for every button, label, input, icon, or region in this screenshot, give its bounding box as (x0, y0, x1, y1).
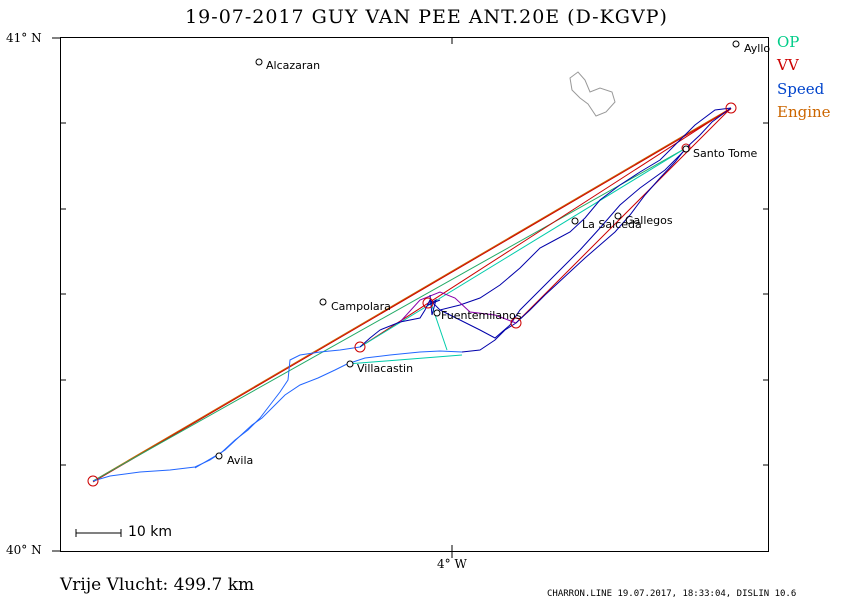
place-avila: Avila (227, 454, 254, 467)
place-gallegos: Gallegos (625, 214, 673, 227)
scale-label: 10 km (128, 524, 173, 540)
latitude-label-bottom: 40° N (6, 543, 42, 557)
task-leg-cyan (359, 147, 687, 348)
task-lines (92, 107, 732, 483)
place-markers (215, 40, 740, 460)
task-leg-green (92, 147, 687, 482)
task-leg-orange (92, 107, 732, 482)
place-villacastin: Villacastin (357, 362, 414, 375)
legend-op: OP (777, 33, 800, 51)
task-leg-cyan-2 (429, 299, 448, 351)
place-santo-tome: Santo Tome (693, 147, 758, 160)
task-leg-red-3 (515, 107, 732, 324)
latitude-label-top: 41° N (6, 31, 42, 45)
turnpoint-east (510, 317, 522, 329)
map-title: 19-07-2017 GUY VAN PEE ANT.20E (D-KGVP) (185, 6, 668, 28)
legend-speed: Speed (777, 80, 825, 98)
place-alcazaran: Alcazaran (266, 59, 321, 72)
turnpoint-fuentemilanos (422, 297, 434, 309)
turnpoint-santo-tome-end (725, 102, 737, 114)
place-campolara: Campolara (331, 300, 391, 313)
task-leg-red-2 (359, 107, 732, 348)
legend-engine: Engine (777, 103, 831, 121)
turnpoint-campolara (354, 341, 366, 353)
legend-vv: VV (777, 56, 799, 74)
task-leg-cyan-3 (346, 354, 463, 365)
free-flight-distance: Vrije Vlucht: 499.7 km (60, 575, 255, 595)
lake-outline (569, 71, 616, 117)
footer-credit: CHARRON.LINE 19.07.2017, 18:33:04, DISLI… (547, 589, 797, 599)
task-leg-red (92, 108, 732, 483)
start-turnpoint (87, 475, 99, 487)
place-fuentemilanos: Fuentemilanos (441, 309, 522, 322)
place-ayllon: Ayllo (744, 42, 771, 55)
longitude-label: 4° W (437, 557, 467, 571)
tick-marks (52, 37, 768, 558)
scale-bar (75, 529, 122, 537)
turnpoints (87, 102, 737, 487)
place-la-salceda: La Salceda (582, 218, 642, 231)
